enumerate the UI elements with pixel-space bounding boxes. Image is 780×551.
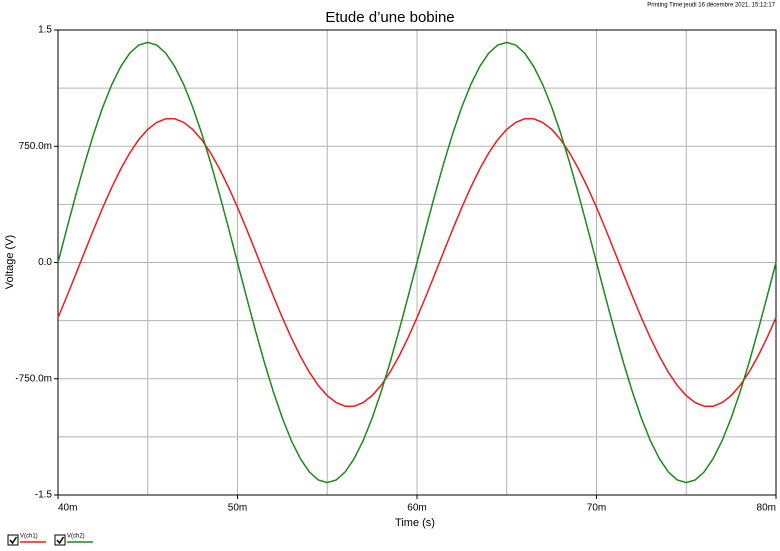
y-tick-label: 1.5 <box>38 25 52 36</box>
legend-label: V(ch2) <box>67 534 85 540</box>
x-tick-label: 80m <box>757 503 776 514</box>
x-axis-title: Time (s) <box>395 517 435 529</box>
x-tick-label: 60m <box>407 503 426 514</box>
print-time: Printing Time:jeudi 16 décembre 2021, 15… <box>647 3 775 9</box>
y-tick-label: 750.0m <box>19 141 52 152</box>
legend-label: V(ch1) <box>20 534 38 540</box>
y-tick-label: -750.0m <box>15 373 52 384</box>
chart-title: Etude d’une bobine <box>325 9 454 26</box>
y-tick-label: -1.5 <box>35 490 53 501</box>
y-tick-label: 0.0 <box>38 257 52 268</box>
x-tick-label: 70m <box>587 503 606 514</box>
checkmark <box>56 536 65 545</box>
x-tick-label: 50m <box>228 503 247 514</box>
series-line <box>57 118 777 407</box>
x-tick-label: 40m <box>58 503 77 514</box>
legend-checkbox[interactable] <box>7 534 19 546</box>
legend-checkbox[interactable] <box>54 534 66 546</box>
y-axis-title: Voltage (V) <box>4 235 16 289</box>
checkmark <box>9 536 18 545</box>
series-line <box>57 41 777 484</box>
